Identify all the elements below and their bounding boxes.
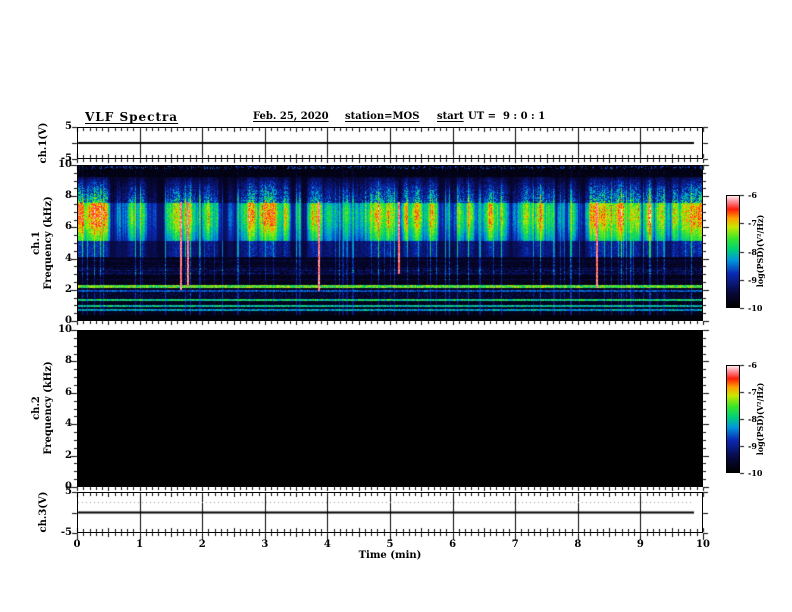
y-tick-label: 10 bbox=[58, 324, 72, 335]
ch2-spectrogram-channel-title: ch.2 bbox=[31, 396, 42, 420]
x-tick-label: 1 bbox=[136, 539, 144, 550]
colorbar-tick-label: -6 bbox=[748, 190, 757, 200]
colorbar-tick-label: -10 bbox=[748, 468, 763, 478]
x-tick-label: 0 bbox=[73, 539, 81, 550]
ch1-voltage-axis-title: ch.1(V) bbox=[38, 122, 49, 164]
y-tick-label: 2 bbox=[65, 283, 72, 295]
ch1-spectrogram-panel bbox=[77, 165, 703, 321]
colorbar-tick-label: -9 bbox=[748, 274, 757, 285]
start-ut-prefix: start bbox=[437, 111, 464, 122]
y-tick-label: -5 bbox=[60, 527, 72, 538]
x-tick-label: 5 bbox=[386, 539, 394, 550]
y-tick-label: 6 bbox=[65, 221, 72, 233]
y-tick-label: 8 bbox=[65, 355, 72, 367]
y-tick-label: 5 bbox=[65, 121, 72, 132]
station-label: station=MOS bbox=[345, 111, 420, 122]
x-tick-label: 10 bbox=[696, 539, 710, 550]
y-tick-label: 4 bbox=[65, 252, 72, 264]
y-tick-label: 4 bbox=[65, 418, 72, 430]
y-tick-label: 2 bbox=[65, 449, 72, 461]
ch2-frequency-axis-title: Frequency (kHz) bbox=[43, 361, 54, 455]
y-tick-label: 8 bbox=[65, 190, 72, 202]
x-tick-label: 8 bbox=[574, 539, 582, 550]
time-axis-title: Time (min) bbox=[358, 550, 422, 561]
ch3-voltage-panel bbox=[77, 492, 703, 533]
start-ut-value: UT = 9 : 0 : 1 bbox=[468, 111, 546, 122]
ch1-voltage-panel bbox=[77, 127, 703, 159]
colorbar-tick-label: -8 bbox=[748, 246, 757, 257]
colorbar-tick-label: -6 bbox=[748, 360, 757, 370]
colorbar-tick-label: -7 bbox=[748, 387, 757, 397]
ch2-colorbar bbox=[726, 365, 740, 473]
x-tick-label: 4 bbox=[323, 539, 331, 550]
x-tick-label: 7 bbox=[511, 539, 519, 550]
x-tick-label: 9 bbox=[636, 539, 644, 550]
colorbar-tick-label: -7 bbox=[748, 218, 757, 229]
colorbar-tick-label: -8 bbox=[748, 414, 757, 424]
ch2-spectrogram-panel bbox=[77, 330, 703, 487]
y-tick-label: 6 bbox=[65, 386, 72, 398]
ch3-voltage-axis-title: ch.3(V) bbox=[38, 491, 49, 533]
ch1-spectrogram-image bbox=[78, 166, 702, 320]
x-tick-label: 3 bbox=[261, 539, 269, 550]
x-tick-label: 6 bbox=[449, 539, 457, 550]
page-title: VLF Spectra bbox=[85, 110, 179, 124]
colorbar-tick-label: -10 bbox=[748, 303, 763, 313]
x-tick-label: 2 bbox=[198, 539, 206, 550]
colorbar-tick-label: -9 bbox=[748, 441, 757, 451]
ch1-colorbar bbox=[726, 195, 740, 308]
y-tick-label: -5 bbox=[60, 153, 72, 164]
y-tick-label: 5 bbox=[65, 486, 72, 497]
date-label: Feb. 25, 2020 bbox=[253, 111, 329, 122]
ch1-spectrogram-channel-title: ch.1 bbox=[31, 231, 42, 255]
ch1-frequency-axis-title: Frequency (kHz) bbox=[43, 196, 54, 290]
